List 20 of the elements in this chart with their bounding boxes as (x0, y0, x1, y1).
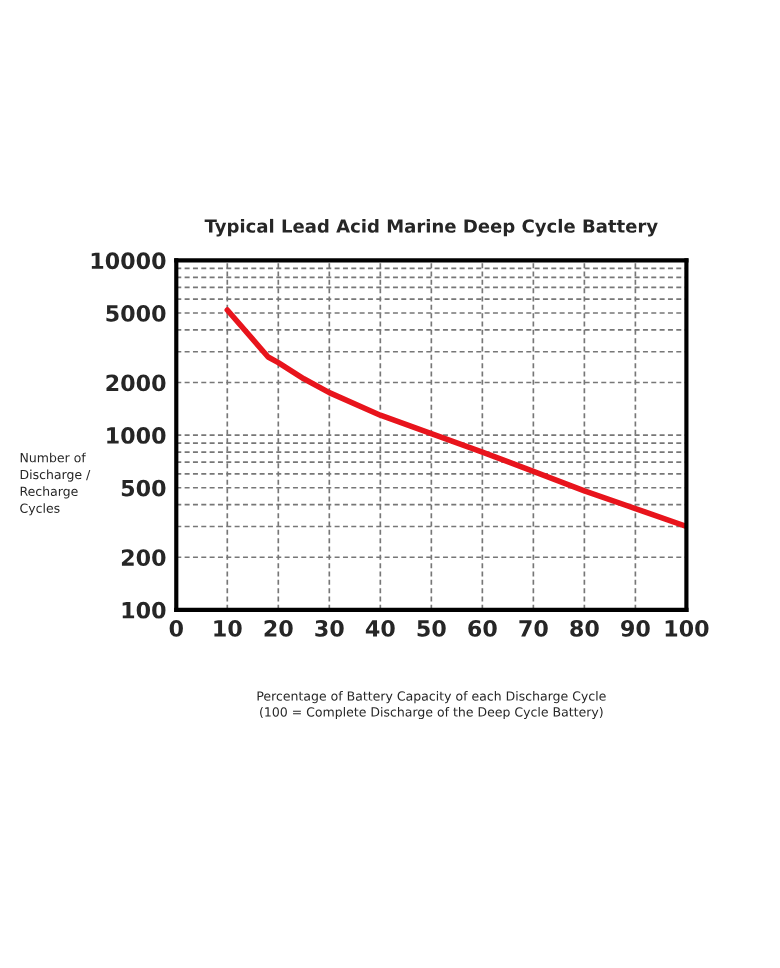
y-tick-label: 2000 (106, 374, 166, 392)
x-tick-label: 10 (214, 619, 242, 637)
x-tick-label: 60 (468, 619, 497, 637)
y-tick-label: 500 (121, 479, 166, 497)
x-tick-label: 90 (621, 619, 650, 637)
y-tick-label: 1000 (107, 427, 166, 444)
y-tick-label: 100 (122, 601, 166, 619)
x-tick-label: 50 (417, 619, 446, 637)
y-tick-label: 10000 (91, 252, 166, 270)
y-tick-label: 200 (121, 549, 166, 566)
x-tick-label: 0 (169, 619, 183, 637)
x-tick-label: 20 (264, 619, 293, 637)
x-tick-label: 70 (519, 619, 548, 637)
line-series (224, 307, 687, 530)
chart-title: Typical Lead Acid Marine Deep Cycle Battery (204, 218, 658, 237)
y-tick-label: 5000 (106, 304, 166, 322)
x-tick-label: 100 (665, 619, 709, 637)
x-tick-label: 80 (570, 619, 599, 637)
x-tick-label: 40 (365, 619, 395, 637)
x-tick-label: 30 (315, 619, 344, 637)
